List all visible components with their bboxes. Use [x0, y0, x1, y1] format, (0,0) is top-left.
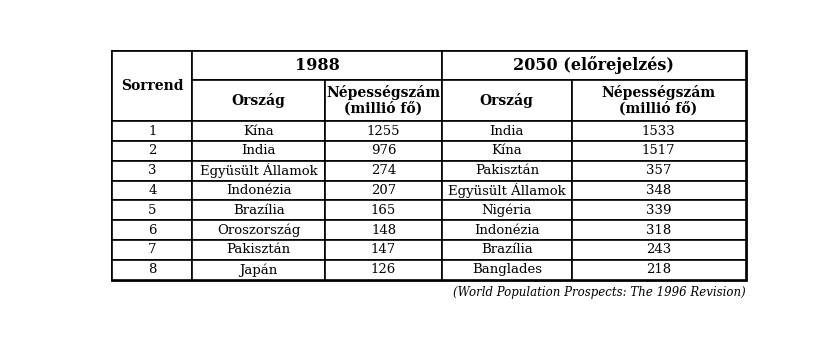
Bar: [324, 240, 441, 260]
Bar: [324, 181, 441, 200]
Text: (World Population Prospects: The 1996 Revision): (World Population Prospects: The 1996 Re…: [452, 287, 745, 299]
Text: 339: 339: [645, 204, 670, 217]
Bar: [324, 161, 441, 181]
Text: 1255: 1255: [366, 125, 400, 138]
Text: Indonézia: Indonézia: [473, 224, 539, 237]
Bar: [571, 200, 745, 220]
Bar: [192, 141, 324, 161]
Bar: [112, 260, 192, 280]
Bar: [571, 220, 745, 240]
Bar: [192, 260, 324, 280]
Text: Együsült Államok: Együsült Államok: [447, 183, 565, 198]
Text: 243: 243: [645, 244, 670, 257]
Text: 1533: 1533: [641, 125, 675, 138]
Bar: [112, 200, 192, 220]
Text: 274: 274: [370, 164, 395, 177]
Text: 7: 7: [148, 244, 156, 257]
Bar: [192, 51, 441, 80]
Bar: [324, 141, 441, 161]
Text: 165: 165: [370, 204, 395, 217]
Bar: [324, 121, 441, 141]
Text: 976: 976: [370, 144, 395, 157]
Bar: [441, 161, 571, 181]
Text: 218: 218: [645, 263, 670, 276]
Bar: [441, 121, 571, 141]
Text: 126: 126: [370, 263, 395, 276]
Bar: [441, 240, 571, 260]
Bar: [112, 240, 192, 260]
Text: Pakisztán: Pakisztán: [227, 244, 290, 257]
Bar: [112, 121, 192, 141]
Bar: [324, 80, 441, 121]
Bar: [571, 181, 745, 200]
Bar: [192, 80, 324, 121]
Bar: [192, 181, 324, 200]
Bar: [112, 181, 192, 200]
Text: Brazília: Brazília: [232, 204, 284, 217]
Bar: [571, 161, 745, 181]
Text: Népességszám
(millió fő): Népességszám (millió fő): [601, 84, 715, 116]
Text: 348: 348: [645, 184, 670, 197]
Text: Banglades: Banglades: [472, 263, 541, 276]
Bar: [441, 80, 571, 121]
Text: 8: 8: [148, 263, 156, 276]
Text: Ország: Ország: [479, 93, 533, 108]
Bar: [441, 260, 571, 280]
Text: 207: 207: [370, 184, 395, 197]
Text: India: India: [241, 144, 276, 157]
Text: 3: 3: [148, 164, 156, 177]
Bar: [571, 80, 745, 121]
Text: India: India: [489, 125, 523, 138]
Text: 1988: 1988: [294, 57, 339, 74]
Bar: [112, 51, 192, 121]
Bar: [324, 200, 441, 220]
Bar: [192, 161, 324, 181]
Bar: [571, 240, 745, 260]
Text: Brazília: Brazília: [481, 244, 532, 257]
Bar: [192, 121, 324, 141]
Text: Kína: Kína: [243, 125, 273, 138]
Bar: [112, 141, 192, 161]
Text: 1: 1: [148, 125, 156, 138]
Bar: [324, 260, 441, 280]
Text: Oroszország: Oroszország: [217, 223, 300, 237]
Text: Pakisztán: Pakisztán: [474, 164, 538, 177]
Bar: [571, 121, 745, 141]
Text: Indonézia: Indonézia: [226, 184, 291, 197]
Bar: [112, 161, 192, 181]
Text: 2: 2: [148, 144, 156, 157]
Text: 148: 148: [370, 224, 395, 237]
Bar: [112, 220, 192, 240]
Bar: [571, 141, 745, 161]
Bar: [324, 220, 441, 240]
Text: Együsült Államok: Együsült Államok: [200, 163, 317, 178]
Text: Sorrend: Sorrend: [121, 79, 183, 93]
Text: 147: 147: [370, 244, 395, 257]
Bar: [441, 200, 571, 220]
Bar: [192, 220, 324, 240]
Text: 5: 5: [148, 204, 156, 217]
Bar: [571, 260, 745, 280]
Text: Népességszám
(millió fő): Népességszám (millió fő): [326, 84, 440, 116]
Bar: [441, 141, 571, 161]
Text: 6: 6: [148, 224, 156, 237]
Bar: [441, 220, 571, 240]
Text: Nigéria: Nigéria: [481, 203, 532, 217]
Text: Japán: Japán: [239, 263, 278, 276]
Text: 357: 357: [645, 164, 670, 177]
Bar: [441, 181, 571, 200]
Text: Kína: Kína: [491, 144, 522, 157]
Text: 4: 4: [148, 184, 156, 197]
Bar: [441, 51, 745, 80]
Bar: [192, 240, 324, 260]
Text: 318: 318: [645, 224, 670, 237]
Text: 1517: 1517: [641, 144, 675, 157]
Text: 2050 (előrejelzés): 2050 (előrejelzés): [512, 57, 673, 74]
Bar: [112, 51, 745, 280]
Text: Ország: Ország: [232, 93, 285, 108]
Bar: [192, 200, 324, 220]
